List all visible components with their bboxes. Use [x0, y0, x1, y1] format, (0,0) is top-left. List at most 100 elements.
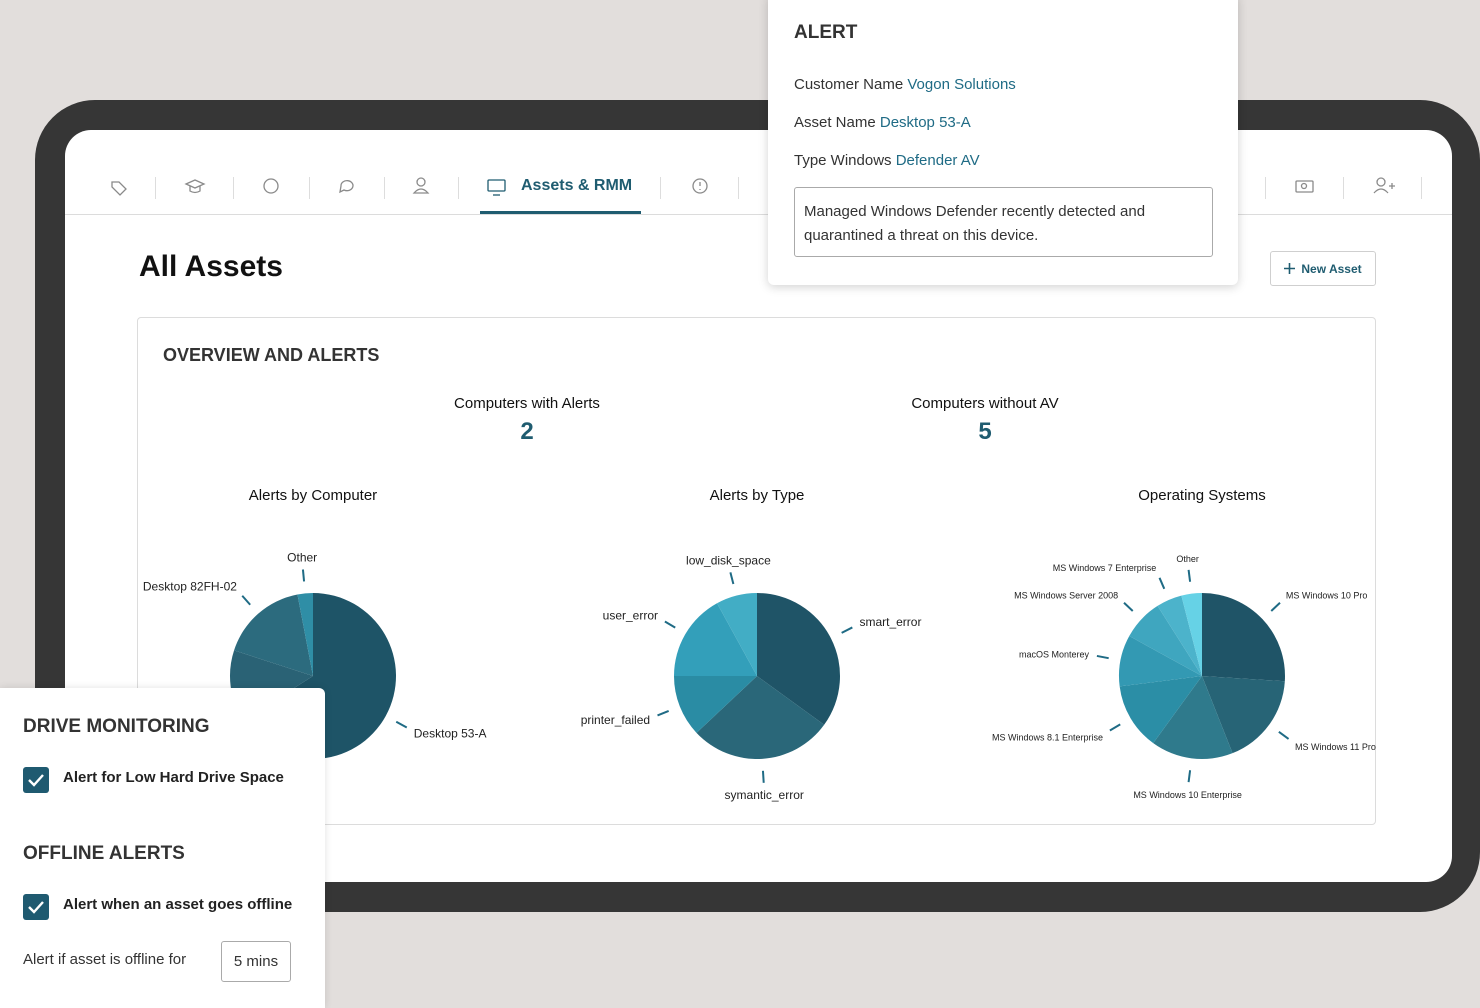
nav-bar [65, 160, 1452, 215]
alert-row: Asset Name Desktop 53-A [794, 114, 971, 131]
pie-slice [674, 676, 757, 733]
slice-label: MS Windows 7 Enterprise [1053, 563, 1157, 573]
checkbox-label[interactable]: Alert when an asset goes offline [63, 896, 293, 913]
panel-title: DRIVE MONITORING [23, 716, 210, 737]
stat-label: Computers with Alerts [454, 395, 600, 412]
alert-icon[interactable] [692, 178, 708, 194]
pie-slice [717, 593, 757, 676]
pie-slice [234, 594, 313, 676]
user-icon[interactable] [416, 177, 426, 187]
charts: Alerts by Computer Desktop 53-A Desktop 82… [143, 487, 1376, 802]
slice-label: Desktop 82FH-02 [143, 580, 237, 594]
pie-slice [1153, 676, 1233, 759]
tag-icon[interactable] [111, 181, 127, 196]
pie-slice [696, 676, 825, 759]
pie-slice [1181, 593, 1202, 676]
label-tick [1109, 723, 1121, 732]
pie-slice [1118, 636, 1202, 687]
training-icon[interactable] [184, 179, 206, 194]
pie-slice [1119, 676, 1202, 744]
slice-label: MS Windows 8.1 Enterprise [992, 733, 1103, 743]
label-tick [1187, 569, 1192, 582]
tab-underline [480, 211, 641, 214]
slice-label: MS Windows 10 Enterprise [1133, 790, 1242, 800]
panel-title: OFFLINE ALERTS [23, 843, 185, 864]
separator [1421, 177, 1422, 199]
slice-label: macOS Monterey [1019, 650, 1090, 660]
duration-input[interactable]: 5 mins [221, 941, 291, 982]
chart-title: Alerts by Computer [249, 487, 377, 504]
separator [309, 177, 310, 199]
separator [738, 177, 739, 199]
chat-icon[interactable] [339, 180, 354, 194]
slice-label: Other [1176, 554, 1199, 564]
row-value[interactable]: Vogon Solutions [907, 76, 1016, 93]
label-tick [1187, 770, 1192, 783]
slice-label: MS Windows 10 Pro [1286, 591, 1368, 601]
stat-value: 2 [520, 418, 534, 445]
separator [1343, 177, 1344, 199]
pie-slice [1157, 595, 1202, 676]
stat-label: Computers without AV [911, 395, 1059, 412]
plus-icon [1284, 263, 1296, 274]
new-asset-button[interactable]: New Asset [1270, 251, 1376, 286]
section-title: OVERVIEW AND ALERTS [163, 345, 380, 365]
overview-card [137, 317, 1376, 825]
monitoring-panel: DRIVE MONITORING Alert for Low Hard Driv… [0, 688, 325, 1008]
label-tick [1096, 654, 1109, 660]
separator [1265, 177, 1266, 199]
field-label: Alert if asset is offline for [23, 951, 187, 968]
chart-title: Operating Systems [1138, 487, 1266, 504]
checkbox-label[interactable]: Alert for Low Hard Drive Space [63, 769, 284, 786]
label-tick [301, 569, 306, 582]
separator [155, 177, 156, 199]
pie-slice [757, 593, 840, 725]
chart-title: Alerts by Type [710, 487, 805, 504]
pie-slice [673, 603, 757, 676]
nav-icons [111, 177, 1395, 196]
slice-label: MS Windows Server 2008 [1014, 591, 1118, 601]
label-tick [657, 710, 670, 717]
slice-label: Desktop 53-A [414, 726, 487, 740]
label-tick [664, 620, 676, 629]
label-tick [1278, 731, 1290, 740]
checkbox[interactable] [23, 767, 49, 793]
alert-row: Type Windows Defender AV [794, 152, 980, 169]
slice-label: Other [287, 551, 317, 565]
alert-row: Customer Name Vogon Solutions [794, 76, 1016, 93]
page-title: All Assets [139, 250, 283, 283]
slice-label: printer_failed [581, 713, 650, 727]
money-icon[interactable] [1295, 180, 1314, 193]
add-user-icon[interactable] [1376, 177, 1386, 187]
nav-tab[interactable]: Assets & RMM [521, 177, 633, 194]
alert-popup: ALERT Customer Name Vogon Solutions Asse… [768, 0, 1238, 285]
label-tick [1123, 602, 1134, 612]
label-tick [841, 626, 853, 634]
label-tick [395, 720, 408, 729]
row-label: Customer Name [794, 76, 904, 93]
slice-label: smart_error [859, 615, 921, 629]
slice-label: MS Windows 11 Pro [1295, 742, 1376, 752]
pie-slice [1129, 605, 1202, 676]
row-label: Asset Name [794, 114, 876, 131]
slice-label: symantic_error [725, 788, 804, 802]
separator [458, 177, 459, 199]
row-value[interactable]: Desktop 53-A [879, 114, 971, 131]
alert-message: Managed Windows Defender recently detect… [794, 187, 1213, 257]
billing-icon[interactable] [263, 178, 279, 194]
assets-icon[interactable] [487, 179, 506, 192]
slice-label: low_disk_space [686, 554, 771, 568]
separator [660, 177, 661, 199]
label-tick [761, 770, 765, 783]
pie-slice [1202, 593, 1285, 682]
separator [384, 177, 385, 199]
label-tick [241, 595, 251, 606]
stat-value: 5 [978, 418, 992, 445]
slice-label: user_error [603, 608, 658, 622]
checkbox[interactable] [23, 894, 49, 920]
button-label: New Asset [1301, 261, 1362, 276]
pie-slice [1202, 676, 1285, 754]
pie-slice [297, 593, 313, 676]
row-value[interactable]: Defender AV [895, 152, 980, 169]
